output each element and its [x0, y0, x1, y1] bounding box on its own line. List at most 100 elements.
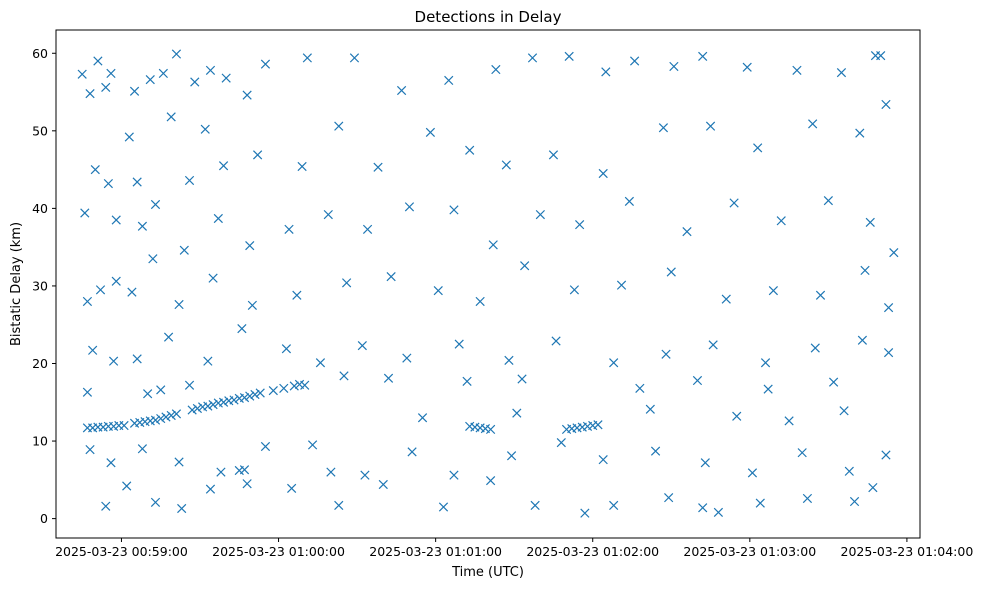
data-point-marker — [82, 387, 93, 397]
data-point-marker — [216, 467, 226, 477]
data-point-marker — [449, 205, 459, 215]
data-point-marker — [705, 121, 716, 131]
data-point-marker — [444, 75, 454, 86]
marker-layer — [77, 49, 899, 518]
data-point-marker — [520, 261, 530, 271]
data-point-marker — [284, 224, 294, 234]
x-tick-label: 2025-03-23 01:04:00 — [841, 544, 974, 559]
data-point-marker — [708, 340, 718, 350]
data-point-marker — [742, 62, 752, 72]
data-point-marker — [294, 379, 305, 390]
data-point-marker — [462, 376, 472, 386]
data-point-marker — [289, 381, 299, 391]
data-point-marker — [174, 299, 184, 310]
data-point-marker — [255, 388, 265, 398]
data-point-marker — [137, 444, 148, 454]
data-point-marker — [823, 196, 833, 206]
data-point-marker — [95, 285, 106, 295]
data-point-marker — [839, 406, 849, 416]
data-point-marker — [530, 500, 540, 511]
data-point-marker — [849, 496, 860, 507]
data-point-marker — [156, 413, 166, 424]
data-point-marker — [883, 348, 894, 358]
plot-area-frame — [55, 29, 921, 539]
data-point-marker — [242, 479, 252, 489]
data-point-marker — [119, 420, 129, 431]
data-point-marker — [205, 65, 216, 75]
data-point-marker — [564, 51, 574, 61]
data-point-marker — [802, 493, 813, 504]
data-point-marker — [150, 497, 161, 507]
data-point-marker — [326, 467, 336, 477]
data-point-marker — [664, 493, 674, 503]
data-point-marker — [569, 285, 580, 295]
data-point-marker — [190, 77, 200, 87]
data-point-marker — [506, 451, 517, 461]
data-point-marker — [721, 294, 731, 304]
x-tick-label: 2025-03-23 01:02:00 — [526, 544, 659, 559]
data-point-marker — [122, 481, 132, 491]
data-point-marker — [609, 358, 619, 368]
data-point-marker — [797, 448, 807, 458]
data-point-marker — [575, 220, 585, 230]
data-point-marker — [101, 82, 111, 93]
data-point-marker — [713, 507, 724, 518]
data-point-marker — [598, 168, 608, 179]
data-point-marker — [77, 69, 87, 79]
data-point-marker — [768, 285, 779, 296]
data-point-marker — [88, 345, 98, 355]
data-point-marker — [268, 386, 278, 396]
data-point-marker — [373, 162, 383, 172]
data-point-marker — [90, 164, 100, 175]
data-point-marker — [203, 356, 213, 366]
data-point-marker — [205, 484, 216, 494]
data-point-marker — [221, 73, 231, 83]
data-point-marker — [124, 132, 134, 142]
data-point-marker — [334, 500, 344, 511]
data-point-marker — [425, 127, 436, 138]
data-point-marker — [698, 51, 708, 61]
data-point-marker — [682, 227, 692, 237]
data-point-marker — [485, 424, 496, 435]
data-point-marker — [161, 412, 171, 422]
data-point-marker — [132, 177, 142, 187]
y-tick-label: 0 — [40, 511, 48, 526]
data-point-marker — [143, 389, 153, 399]
data-point-marker — [171, 409, 182, 419]
chart-title: Detections in Delay — [415, 8, 562, 26]
x-tick-label: 2025-03-23 01:01:00 — [369, 544, 502, 559]
data-point-marker — [250, 389, 260, 400]
x-tick-label: 2025-03-23 01:03:00 — [683, 544, 816, 559]
data-point-marker — [85, 444, 95, 455]
data-point-marker — [407, 447, 417, 457]
y-axis-label: Bistatic Delay (km) — [9, 222, 24, 346]
data-point-marker — [93, 56, 103, 66]
data-point-marker — [323, 209, 333, 220]
data-point-marker — [106, 458, 116, 468]
data-point-marker — [85, 88, 95, 99]
data-point-marker — [551, 336, 561, 346]
x-tick-label: 2025-03-23 01:00:00 — [212, 544, 345, 559]
data-point-marker — [860, 265, 870, 276]
data-point-marker — [865, 217, 875, 227]
data-point-marker — [229, 395, 239, 405]
data-point-marker — [192, 403, 203, 414]
data-point-marker — [179, 245, 189, 255]
data-point-marker — [883, 303, 894, 313]
data-point-marker — [753, 143, 763, 153]
data-point-marker — [601, 67, 611, 77]
data-point-marker — [137, 221, 148, 231]
data-point-marker — [208, 273, 218, 283]
data-point-marker — [315, 358, 326, 368]
data-point-marker — [111, 215, 121, 225]
data-point-marker — [362, 224, 373, 234]
data-point-marker — [163, 332, 174, 342]
data-point-marker — [200, 124, 210, 134]
data-point-marker — [158, 68, 168, 79]
data-point-marker — [187, 405, 197, 415]
data-point-marker — [386, 272, 396, 282]
data-point-marker — [218, 397, 229, 407]
data-point-marker — [148, 254, 158, 264]
data-point-marker — [166, 112, 176, 122]
